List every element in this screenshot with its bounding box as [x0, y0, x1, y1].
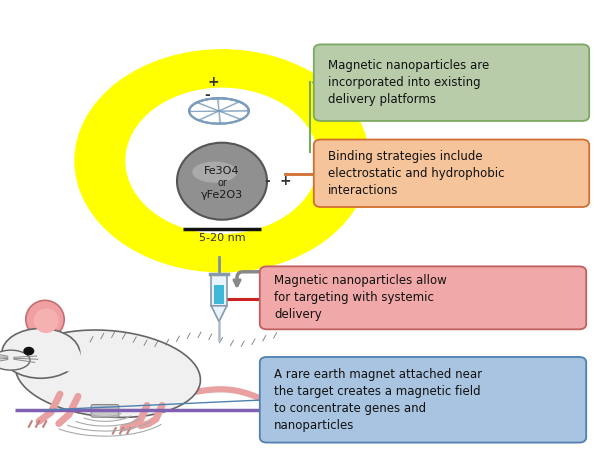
Text: -: -: [204, 88, 210, 102]
Circle shape: [24, 347, 34, 355]
Ellipse shape: [177, 143, 267, 220]
Text: 5-20 nm: 5-20 nm: [199, 233, 245, 243]
Ellipse shape: [192, 162, 238, 183]
Text: Binding strategies include
electrostatic and hydrophobic
interactions: Binding strategies include electrostatic…: [328, 150, 505, 197]
Text: or: or: [217, 178, 227, 188]
Text: Magnetic nanoparticles are
incorporated into existing
delivery platforms: Magnetic nanoparticles are incorporated …: [328, 59, 490, 106]
Text: Fe3O4: Fe3O4: [204, 166, 240, 176]
Bar: [214, 285, 224, 304]
Ellipse shape: [34, 308, 59, 333]
Ellipse shape: [57, 344, 81, 371]
FancyBboxPatch shape: [211, 274, 227, 306]
Circle shape: [75, 50, 369, 272]
Ellipse shape: [2, 328, 80, 378]
Ellipse shape: [26, 300, 64, 338]
Text: Magnetic nanoparticles allow
for targeting with systemic
delivery: Magnetic nanoparticles allow for targeti…: [274, 275, 447, 321]
Text: +: +: [279, 174, 291, 188]
FancyBboxPatch shape: [91, 405, 119, 417]
Text: +: +: [207, 75, 219, 88]
FancyBboxPatch shape: [314, 140, 589, 207]
Text: γFe2O3: γFe2O3: [201, 190, 243, 200]
Ellipse shape: [16, 330, 200, 418]
Text: A rare earth magnet attached near
the target creates a magnetic field
to concent: A rare earth magnet attached near the ta…: [274, 368, 482, 432]
Circle shape: [126, 88, 318, 233]
FancyBboxPatch shape: [260, 357, 586, 443]
FancyBboxPatch shape: [314, 44, 589, 121]
Polygon shape: [211, 306, 227, 322]
Text: -: -: [264, 174, 270, 188]
Ellipse shape: [0, 350, 30, 370]
FancyBboxPatch shape: [260, 266, 586, 329]
